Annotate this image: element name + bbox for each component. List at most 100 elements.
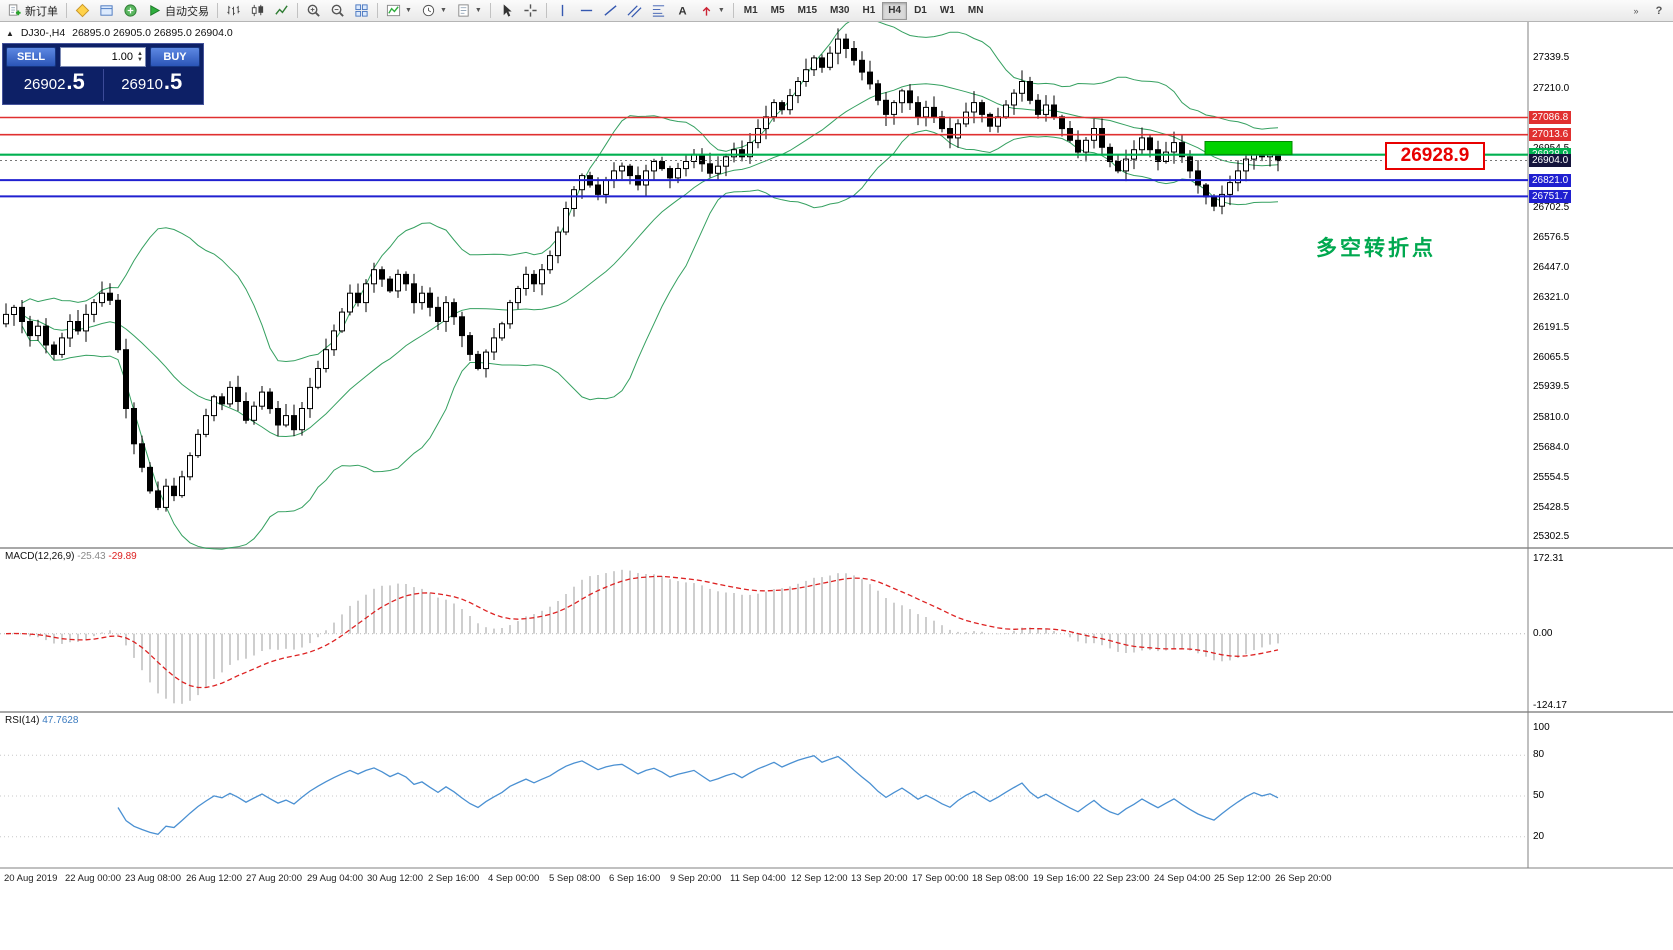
sell-button[interactable]: SELL bbox=[6, 47, 56, 67]
macd-axis-zero: 0.00 bbox=[1533, 628, 1553, 639]
chart-area: ▲ DJ30-,H4 26895.0 26905.0 26895.0 26904… bbox=[0, 22, 1673, 950]
timeframe-w1[interactable]: W1 bbox=[934, 2, 961, 20]
timeframe-d1[interactable]: D1 bbox=[908, 2, 933, 20]
line-chart-icon bbox=[274, 3, 289, 18]
cursor-button[interactable] bbox=[495, 1, 518, 21]
time-axis-label: 17 Sep 00:00 bbox=[912, 873, 969, 884]
rsi-axis-label: 20 bbox=[1533, 831, 1545, 842]
rsi-label: RSI(14) 47.7628 bbox=[5, 715, 79, 726]
chevron-double-icon: » bbox=[1633, 5, 1639, 16]
templates-button[interactable]: ▼ bbox=[452, 1, 486, 21]
toolbar-separator bbox=[732, 3, 734, 18]
channel-icon bbox=[627, 3, 642, 18]
time-axis-label: 30 Aug 12:00 bbox=[367, 873, 423, 884]
toolbar-separator bbox=[377, 3, 378, 18]
toolbar-separator bbox=[217, 3, 218, 18]
price-tick: 26065.5 bbox=[1533, 352, 1570, 363]
volume-down-arrow[interactable]: ▼ bbox=[137, 57, 143, 63]
time-axis-label: 9 Sep 20:00 bbox=[670, 873, 722, 884]
timeframe-m30[interactable]: M30 bbox=[824, 2, 855, 20]
channel-button[interactable] bbox=[623, 1, 646, 21]
buy-button[interactable]: BUY bbox=[150, 47, 200, 67]
bar-chart-icon bbox=[226, 3, 241, 18]
price-alert-label[interactable]: 26928.9 bbox=[1385, 142, 1485, 170]
candlestick-chart-icon bbox=[250, 3, 265, 18]
help-button[interactable]: ? bbox=[1648, 1, 1670, 21]
fibonacci-icon bbox=[651, 3, 666, 18]
new-order-button[interactable]: 新订单 bbox=[3, 1, 62, 21]
volume-up-arrow[interactable]: ▲ bbox=[137, 51, 143, 57]
price-tick: 25810.0 bbox=[1533, 412, 1570, 423]
trendline-button[interactable] bbox=[599, 1, 622, 21]
rsi-axis-label: 50 bbox=[1533, 790, 1545, 801]
price-badge: 27086.8 bbox=[1529, 111, 1572, 124]
periods-button[interactable]: ▼ bbox=[417, 1, 451, 21]
dropdown-arrow-icon: ▼ bbox=[405, 7, 412, 14]
timeframe-h4[interactable]: H4 bbox=[882, 1, 908, 20]
time-axis-label: 27 Aug 20:00 bbox=[246, 873, 302, 884]
text-button[interactable]: A bbox=[671, 1, 694, 21]
turning-point-note[interactable]: 多空转折点 bbox=[1316, 237, 1436, 260]
time-axis-label: 12 Sep 12:00 bbox=[791, 873, 848, 884]
candlestick-chart-button[interactable] bbox=[246, 1, 269, 21]
rsi-axis-label: 100 bbox=[1533, 722, 1550, 733]
macd-label: MACD(12,26,9) -25.43 -29.89 bbox=[5, 551, 137, 562]
time-axis-label: 25 Sep 12:00 bbox=[1214, 873, 1271, 884]
price-tick: 26321.0 bbox=[1533, 292, 1570, 303]
indicators-button[interactable]: ▼ bbox=[382, 1, 416, 21]
chart-canvas[interactable] bbox=[0, 22, 1673, 950]
zoom-in-button[interactable] bbox=[302, 1, 325, 21]
text-icon: A bbox=[675, 3, 690, 18]
horizontal-line-icon bbox=[579, 3, 594, 18]
crosshair-button[interactable] bbox=[519, 1, 542, 21]
price-tick: 25428.5 bbox=[1533, 502, 1570, 513]
line-chart-button[interactable] bbox=[270, 1, 293, 21]
toolbar-separator bbox=[489, 3, 491, 18]
price-tick: 25554.5 bbox=[1533, 472, 1570, 483]
bar-chart-button[interactable] bbox=[222, 1, 245, 21]
timeframe-h1[interactable]: H1 bbox=[856, 2, 881, 20]
chart-window-icon bbox=[99, 3, 114, 18]
market-button[interactable] bbox=[71, 1, 94, 21]
arrows-button[interactable]: ▼ bbox=[695, 1, 729, 21]
time-axis-label: 5 Sep 08:00 bbox=[549, 873, 601, 884]
time-axis-label: 11 Sep 04:00 bbox=[730, 873, 786, 884]
price-tick: 25302.5 bbox=[1533, 531, 1570, 542]
clock-icon bbox=[421, 3, 436, 18]
volume-stepper[interactable]: 1.00 ▲ ▼ bbox=[60, 47, 146, 67]
tile-windows-button[interactable] bbox=[350, 1, 373, 21]
vertical-line-icon bbox=[555, 3, 570, 18]
chart-title: ▲ DJ30-,H4 26895.0 26905.0 26895.0 26904… bbox=[6, 27, 233, 39]
community-button[interactable] bbox=[119, 1, 142, 21]
one-click-trading-panel: SELL 1.00 ▲ ▼ BUY 26902.5 26910.5 bbox=[2, 43, 204, 105]
timeframe-m15[interactable]: M15 bbox=[792, 2, 823, 20]
collapse-one-click-arrow[interactable]: ▲ bbox=[6, 29, 14, 38]
timeframe-m5[interactable]: M5 bbox=[765, 2, 791, 20]
cursor-icon bbox=[499, 3, 514, 18]
horizontal-line-button[interactable] bbox=[575, 1, 598, 21]
price-tick: 25684.0 bbox=[1533, 442, 1570, 453]
tile-windows-icon bbox=[354, 3, 369, 18]
time-axis-label: 2 Sep 16:00 bbox=[428, 873, 480, 884]
price-badge: 27013.6 bbox=[1529, 128, 1572, 141]
symbol-period-label: DJ30-,H4 bbox=[20, 27, 66, 39]
macd-axis-bottom: -124.17 bbox=[1533, 700, 1567, 711]
time-axis-label: 6 Sep 16:00 bbox=[609, 873, 661, 884]
price-badge: 26821.0 bbox=[1529, 174, 1572, 187]
dropdown-arrow-icon: ▼ bbox=[439, 7, 447, 14]
charts-window-button[interactable] bbox=[95, 1, 118, 21]
new-order-icon bbox=[7, 3, 22, 18]
time-axis-label: 19 Sep 16:00 bbox=[1033, 873, 1090, 884]
autotrading-button[interactable]: 自动交易 bbox=[143, 1, 213, 21]
toolbar-customize-button[interactable]: » bbox=[1625, 1, 1647, 21]
dropdown-arrow-icon: ▼ bbox=[474, 7, 482, 14]
buy-price: 26910.5 bbox=[102, 69, 201, 101]
zoom-out-button[interactable] bbox=[326, 1, 349, 21]
time-axis-label: 18 Sep 08:00 bbox=[972, 873, 1029, 884]
price-tick: 27339.5 bbox=[1533, 52, 1570, 63]
timeframe-m1[interactable]: M1 bbox=[738, 2, 764, 20]
timeframe-mn[interactable]: MN bbox=[962, 2, 990, 20]
time-axis-label: 29 Aug 04:00 bbox=[307, 873, 363, 884]
fibonacci-button[interactable] bbox=[647, 1, 670, 21]
vertical-line-button[interactable] bbox=[551, 1, 574, 21]
